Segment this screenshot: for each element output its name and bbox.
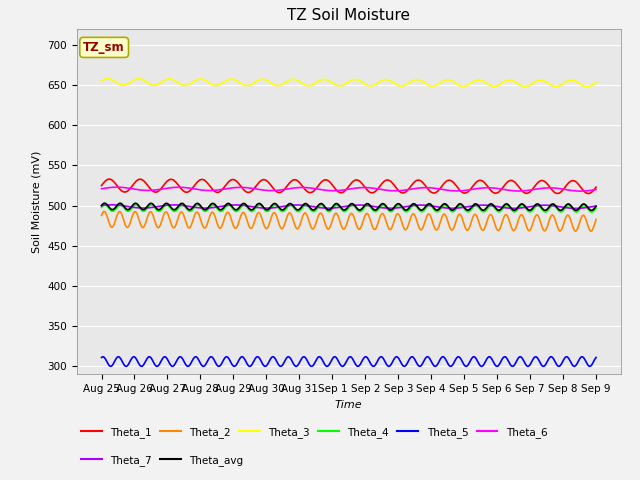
Theta_5 [524, 363, 532, 369]
Theta_3 [462, 83, 470, 89]
Theta_6 [548, 185, 556, 191]
Line: Theta_2: Theta_2 [102, 211, 596, 231]
Theta_7 [253, 204, 260, 210]
Theta_4 [98, 204, 106, 210]
Theta_avg [588, 207, 596, 213]
Title: TZ Soil Moisture: TZ Soil Moisture [287, 9, 410, 24]
Theta_avg [98, 203, 106, 208]
Theta_5 [549, 355, 557, 360]
Theta_2 [253, 213, 260, 219]
Theta_2 [98, 213, 106, 218]
Theta_6 [577, 188, 584, 194]
Theta_4 [399, 206, 407, 212]
Theta_1 [98, 183, 106, 189]
Line: Theta_3: Theta_3 [102, 79, 596, 86]
Theta_5 [252, 356, 259, 361]
Theta_6 [592, 187, 600, 192]
Theta_1 [585, 191, 593, 196]
Theta_6 [399, 188, 407, 193]
Theta_3 [98, 78, 106, 84]
Theta_5 [376, 355, 383, 361]
Theta_2 [592, 216, 600, 222]
Theta_6 [376, 186, 383, 192]
Theta_7 [307, 204, 315, 209]
X-axis label: Time: Time [335, 400, 363, 409]
Line: Theta_6: Theta_6 [102, 187, 596, 191]
Theta_1 [253, 183, 260, 189]
Line: Theta_1: Theta_1 [102, 179, 596, 193]
Theta_7 [462, 204, 470, 210]
Theta_5 [592, 355, 600, 360]
Theta_3 [253, 78, 260, 84]
Theta_4 [592, 205, 600, 211]
Theta_2 [100, 208, 108, 214]
Theta_1 [548, 187, 556, 192]
Theta_4 [307, 207, 315, 213]
Theta_6 [462, 187, 470, 193]
Theta_6 [98, 186, 106, 192]
Line: Theta_7: Theta_7 [102, 205, 596, 208]
Theta_2 [376, 216, 383, 222]
Theta_7 [376, 204, 383, 210]
Theta_1 [399, 190, 407, 196]
Theta_7 [548, 203, 556, 208]
Theta_1 [462, 190, 470, 196]
Theta_3 [399, 83, 407, 89]
Theta_3 [104, 76, 111, 82]
Line: Theta_avg: Theta_avg [102, 203, 596, 210]
Theta_3 [307, 83, 315, 88]
Theta_4 [548, 203, 556, 209]
Theta_avg [100, 200, 108, 206]
Theta_4 [588, 209, 596, 215]
Theta_5 [399, 363, 407, 369]
Theta_avg [307, 206, 315, 212]
Theta_1 [592, 184, 600, 190]
Y-axis label: Soil Moisture (mV): Soil Moisture (mV) [32, 150, 42, 253]
Theta_5 [307, 363, 315, 369]
Theta_1 [307, 190, 315, 195]
Legend: Theta_7, Theta_avg: Theta_7, Theta_avg [77, 450, 248, 469]
Theta_3 [592, 80, 600, 85]
Theta_5 [98, 355, 106, 360]
Theta_4 [462, 208, 470, 214]
Line: Theta_4: Theta_4 [102, 205, 596, 212]
Theta_6 [307, 185, 315, 191]
Theta_1 [376, 184, 383, 190]
Theta_4 [100, 202, 108, 208]
Theta_avg [399, 205, 407, 211]
Theta_2 [399, 223, 407, 229]
Theta_7 [572, 205, 579, 211]
Theta_avg [253, 203, 260, 208]
Theta_avg [376, 204, 383, 209]
Theta_2 [307, 224, 315, 230]
Theta_2 [587, 228, 595, 234]
Theta_7 [108, 202, 116, 208]
Theta_1 [105, 176, 113, 182]
Theta_4 [376, 205, 383, 211]
Theta_avg [548, 202, 556, 207]
Theta_7 [592, 203, 600, 209]
Theta_2 [462, 226, 470, 232]
Theta_7 [399, 204, 407, 210]
Theta_5 [285, 354, 292, 360]
Theta_3 [376, 79, 383, 85]
Theta_avg [592, 204, 600, 209]
Theta_3 [548, 83, 556, 88]
Theta_7 [98, 203, 106, 208]
Line: Theta_5: Theta_5 [102, 357, 596, 366]
Theta_6 [113, 184, 121, 190]
Theta_2 [548, 212, 556, 218]
Theta_6 [253, 186, 260, 192]
Theta_3 [583, 84, 591, 89]
Text: TZ_sm: TZ_sm [83, 41, 125, 54]
Theta_avg [462, 206, 470, 212]
Theta_4 [253, 204, 260, 210]
Theta_5 [462, 363, 470, 369]
